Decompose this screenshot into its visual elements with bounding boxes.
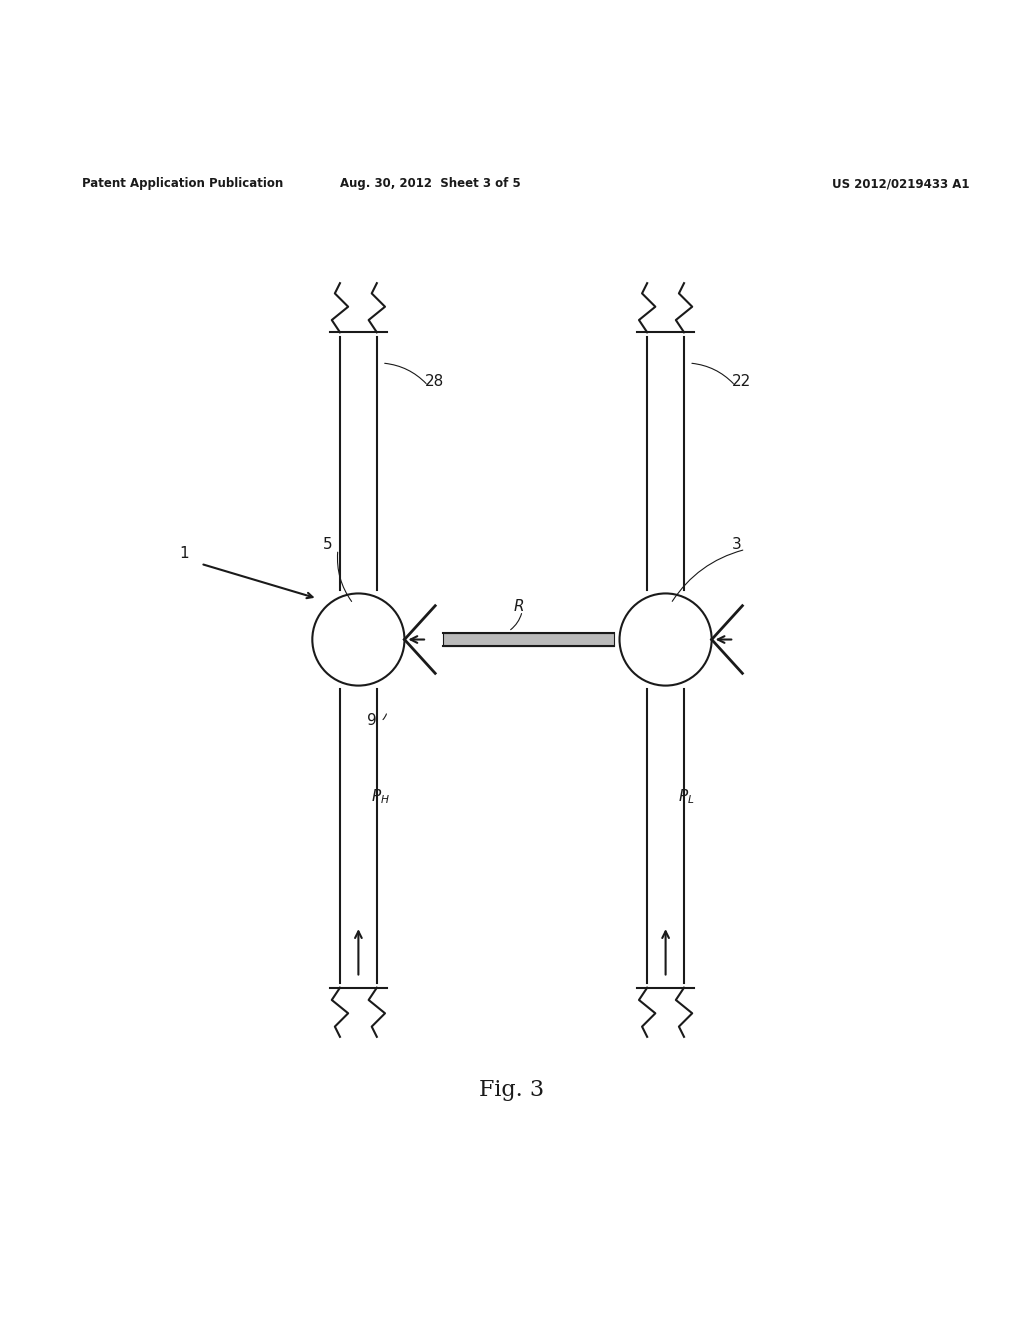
Text: Aug. 30, 2012  Sheet 3 of 5: Aug. 30, 2012 Sheet 3 of 5: [340, 177, 520, 190]
Text: US 2012/0219433 A1: US 2012/0219433 A1: [833, 177, 970, 190]
Text: 28: 28: [425, 374, 444, 388]
Text: 3: 3: [732, 537, 742, 552]
Text: $P_L$: $P_L$: [678, 787, 694, 807]
Text: $P_H$: $P_H$: [371, 787, 389, 807]
Text: 22: 22: [732, 374, 752, 388]
Circle shape: [620, 594, 712, 685]
Bar: [443, 634, 614, 645]
Circle shape: [312, 594, 404, 685]
Text: 9: 9: [367, 713, 377, 727]
Text: 1: 1: [179, 545, 188, 561]
Text: Fig. 3: Fig. 3: [479, 1078, 545, 1101]
Text: R: R: [514, 599, 524, 614]
Text: 5: 5: [323, 537, 332, 552]
Text: Patent Application Publication: Patent Application Publication: [82, 177, 284, 190]
